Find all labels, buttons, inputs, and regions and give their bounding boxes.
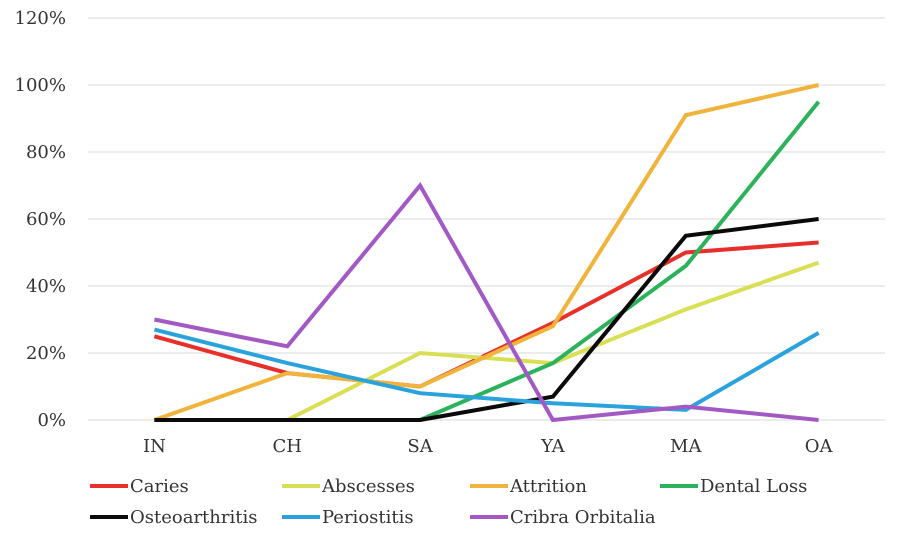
y-tick-label: 120% <box>15 8 66 29</box>
y-tick-label: 60% <box>26 209 66 230</box>
series-lines <box>153 83 821 423</box>
legend-label: Attrition <box>509 476 587 497</box>
x-tick-label: MA <box>670 436 702 457</box>
legend-item-abscesses: Abscesses <box>282 476 415 497</box>
series-line-cribra-orbitalia <box>154 181 819 423</box>
y-tick-label: 100% <box>15 75 66 96</box>
legend-item-attrition: Attrition <box>470 476 587 497</box>
x-tick-label: IN <box>143 436 166 457</box>
legend-item-cribra-orbitalia: Cribra Orbitalia <box>470 507 656 528</box>
y-tick-label: 0% <box>37 410 66 431</box>
legend: Caries Abscesses Attrition Dental Loss Osteo… <box>90 476 807 528</box>
x-tick-label: CH <box>273 436 302 457</box>
legend-label: Caries <box>130 476 189 497</box>
legend-label: Osteoarthritis <box>130 507 257 528</box>
series-line-caries <box>153 240 819 389</box>
y-tick-label: 40% <box>26 276 66 297</box>
legend-label: Cribra Orbitalia <box>510 507 656 528</box>
x-tick-label: OA <box>805 436 834 457</box>
legend-item-caries: Caries <box>90 476 189 497</box>
series-line-attrition <box>153 83 820 422</box>
legend-label: Periostitis <box>322 507 414 528</box>
legend-label: Abscesses <box>321 476 415 497</box>
x-axis-tick-labels: IN CH SA YA MA OA <box>143 436 833 457</box>
legend-item-osteoarthritis: Osteoarthritis <box>90 507 257 528</box>
y-axis-tick-labels: 0% 20% 40% 60% 80% 100% 120% <box>15 8 66 431</box>
series-line-dental-loss <box>154 100 821 422</box>
y-tick-label: 20% <box>26 343 66 364</box>
series-line-osteoarthritis <box>154 217 819 422</box>
legend-item-dental-loss: Dental Loss <box>660 476 807 497</box>
legend-label: Dental Loss <box>700 476 807 497</box>
series-line-periostitis <box>153 327 820 412</box>
y-tick-label: 80% <box>26 142 66 163</box>
legend-item-periostitis: Periostitis <box>282 507 414 528</box>
x-tick-label: SA <box>407 436 433 457</box>
x-tick-label: YA <box>540 436 565 457</box>
